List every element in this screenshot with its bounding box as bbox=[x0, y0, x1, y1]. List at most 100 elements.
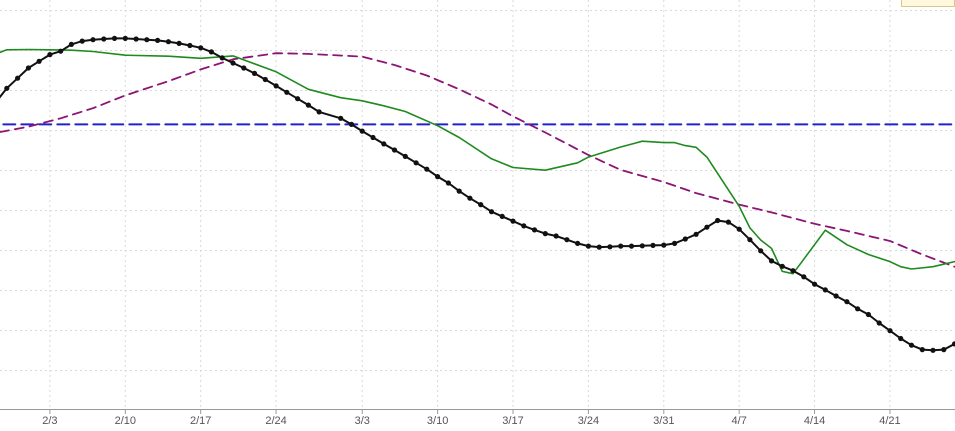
data-point bbox=[661, 242, 667, 248]
data-point bbox=[68, 41, 74, 48]
data-point bbox=[531, 227, 538, 233]
data-point bbox=[445, 180, 451, 186]
data-point bbox=[596, 244, 602, 250]
data-point bbox=[876, 320, 882, 326]
data-point bbox=[833, 293, 839, 299]
data-point bbox=[704, 224, 710, 230]
data-point bbox=[348, 121, 355, 127]
data-point bbox=[262, 76, 268, 83]
series-layer bbox=[0, 35, 955, 353]
data-point bbox=[682, 236, 688, 242]
data-point bbox=[413, 160, 419, 166]
data-point bbox=[133, 36, 139, 42]
data-point bbox=[435, 174, 441, 180]
data-point bbox=[165, 39, 171, 45]
data-point bbox=[628, 243, 635, 249]
x-tick-label: 3/24 bbox=[578, 415, 599, 427]
data-point bbox=[488, 209, 495, 215]
data-point bbox=[941, 347, 947, 353]
data-point bbox=[47, 52, 53, 58]
data-point bbox=[176, 40, 182, 47]
data-point bbox=[812, 281, 818, 287]
x-tick-label: 2/17 bbox=[190, 415, 211, 427]
x-tick-label: 4/7 bbox=[732, 415, 747, 427]
data-point bbox=[919, 347, 925, 353]
data-point bbox=[887, 328, 893, 334]
data-point bbox=[855, 306, 861, 312]
series-line-0 bbox=[0, 37, 955, 352]
data-point bbox=[456, 188, 462, 194]
x-tick-label: 3/3 bbox=[355, 415, 370, 427]
data-point bbox=[284, 89, 290, 95]
grid-layer bbox=[0, 0, 955, 409]
data-point bbox=[865, 311, 872, 318]
x-tick-label: 2/10 bbox=[115, 415, 136, 427]
data-point bbox=[801, 274, 807, 280]
data-point bbox=[585, 243, 592, 249]
data-point bbox=[715, 217, 721, 224]
data-point bbox=[607, 244, 613, 250]
data-point bbox=[725, 219, 732, 225]
x-tick-label: 2/24 bbox=[265, 415, 286, 427]
data-point bbox=[564, 237, 570, 243]
data-point bbox=[370, 134, 376, 141]
data-point bbox=[672, 240, 678, 246]
data-point bbox=[198, 45, 204, 51]
data-point bbox=[424, 166, 430, 172]
data-point bbox=[542, 231, 548, 237]
data-point bbox=[101, 36, 107, 42]
data-point bbox=[273, 83, 279, 89]
x-tick-label: 2/3 bbox=[42, 415, 57, 427]
data-point bbox=[478, 202, 484, 208]
data-point bbox=[908, 342, 915, 348]
x-tick-label: 3/10 bbox=[427, 415, 448, 427]
data-point bbox=[790, 268, 796, 274]
data-point bbox=[510, 218, 516, 224]
data-point bbox=[693, 231, 699, 237]
data-point bbox=[402, 153, 408, 159]
data-point bbox=[639, 243, 645, 249]
data-point bbox=[618, 243, 624, 249]
x-tick-label: 3/17 bbox=[502, 415, 523, 427]
data-point bbox=[251, 70, 258, 76]
data-point bbox=[391, 147, 398, 153]
data-point bbox=[144, 37, 150, 43]
x-tick-label: 3/31 bbox=[653, 415, 674, 427]
data-point bbox=[4, 85, 10, 91]
data-point bbox=[111, 35, 118, 42]
series-line-2 bbox=[0, 52, 955, 268]
data-point bbox=[305, 102, 311, 108]
data-point bbox=[521, 223, 527, 229]
data-point bbox=[359, 128, 365, 134]
data-point bbox=[736, 226, 742, 232]
data-point bbox=[758, 248, 764, 254]
corner-badge bbox=[901, 0, 955, 7]
data-point bbox=[467, 195, 473, 201]
data-point bbox=[208, 49, 214, 55]
data-point bbox=[295, 96, 301, 102]
data-point bbox=[779, 263, 785, 269]
data-point bbox=[930, 347, 936, 353]
data-point bbox=[230, 60, 236, 66]
data-point bbox=[381, 141, 387, 147]
data-point bbox=[79, 38, 85, 44]
x-tick-label: 4/21 bbox=[879, 415, 900, 427]
data-point bbox=[952, 341, 955, 347]
data-point bbox=[241, 65, 247, 71]
data-point bbox=[338, 115, 344, 121]
data-point bbox=[122, 35, 128, 42]
x-axis: 2/3 2/10 2/17 2/24 3/3 3/10 3/17 3/24 3/31 4/7 4/1… bbox=[0, 409, 955, 427]
data-point bbox=[499, 213, 505, 219]
data-point bbox=[316, 109, 322, 115]
data-point bbox=[898, 335, 904, 342]
data-point bbox=[219, 55, 225, 61]
x-tick-label: 4/14 bbox=[804, 415, 825, 427]
data-point bbox=[575, 240, 581, 246]
data-point bbox=[822, 287, 828, 293]
data-point bbox=[58, 48, 64, 54]
data-point bbox=[650, 242, 656, 248]
data-point bbox=[36, 58, 42, 64]
series-line-1 bbox=[0, 48, 955, 275]
